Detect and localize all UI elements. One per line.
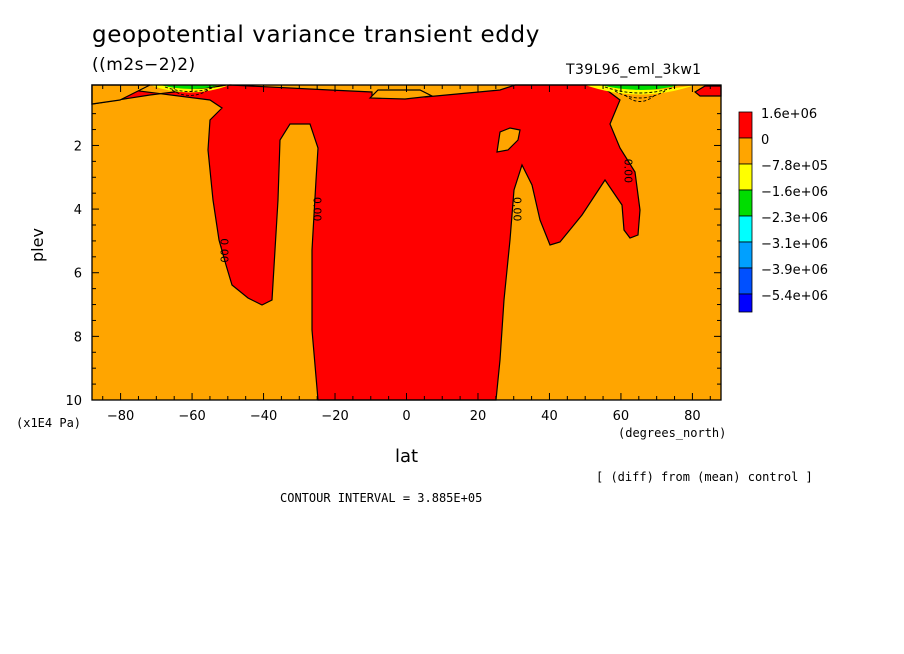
- near-zero-pocket: [368, 89, 435, 100]
- legend-label: −2.3e+06: [761, 211, 828, 226]
- x-tick-label: 40: [541, 409, 558, 424]
- x-tick-label: −20: [321, 409, 348, 424]
- chart-units: ((m2s−2)2): [92, 55, 196, 75]
- legend-label: 0: [761, 133, 769, 148]
- y-axis-units: (x1E4 Pa): [16, 416, 82, 430]
- x-tick-label: −40: [250, 409, 277, 424]
- legend-label: −5.4e+06: [761, 289, 828, 304]
- legend-swatch: [738, 293, 753, 313]
- x-tick-label: 80: [684, 409, 701, 424]
- x-tick-label: −80: [107, 409, 134, 424]
- y-tick-label: 8: [74, 330, 82, 345]
- x-axis-units: (degrees_north): [618, 426, 727, 440]
- legend-swatch: [738, 267, 753, 295]
- x-tick-label: 60: [613, 409, 630, 424]
- plot-area: 0.00 0.00 0.00 0.00: [91, 84, 722, 401]
- contour-labels: 0.00 0.00 0.00 0.00: [218, 159, 635, 263]
- y-tick-label: 6: [74, 267, 82, 282]
- legend-swatch: [738, 137, 753, 165]
- y-axis-label: plev: [28, 228, 47, 262]
- diff-note: [ (diff) from (mean) control ]: [596, 470, 813, 484]
- legend-label: −3.1e+06: [761, 237, 828, 252]
- legend-label: −3.9e+06: [761, 263, 828, 278]
- y-tick-label: 10: [65, 394, 82, 409]
- near-zero-pocket: [496, 127, 521, 153]
- negative-fringe: [150, 85, 230, 93]
- positive-region: [91, 84, 641, 401]
- legend-label: 1.6e+06: [761, 107, 817, 122]
- x-tick-label: −60: [178, 409, 205, 424]
- run-id: T39L96_eml_3kw1: [566, 62, 702, 78]
- x-axis: −80 −60 −40 −20 0 20 40 60 80: [102, 85, 711, 424]
- y-tick-label: 4: [74, 203, 82, 218]
- legend-swatch: [738, 189, 753, 217]
- x-tick-label: 0: [402, 409, 410, 424]
- legend-label: −7.8e+05: [761, 159, 828, 174]
- chart-title: geopotential variance transient eddy: [92, 22, 540, 48]
- negative-contours: [164, 86, 676, 102]
- y-tick-label: 2: [74, 139, 82, 154]
- color-legend: 1.6e+06 0 −7.8e+05 −1.6e+06 −2.3e+06 −3.1e+06…: [738, 107, 828, 313]
- x-axis-label: lat: [395, 446, 419, 467]
- negative-fringe: [585, 85, 695, 95]
- legend-swatch: [738, 111, 753, 139]
- legend-swatch: [738, 163, 753, 191]
- contour-label: 0.00: [218, 238, 231, 262]
- contour-interval: CONTOUR INTERVAL = 3.885E+05: [280, 491, 483, 505]
- x-tick-label: 20: [470, 409, 487, 424]
- contour-label: 0.00: [622, 159, 635, 184]
- legend-swatch: [738, 215, 753, 243]
- y-axis: 2 4 6 8 10: [65, 113, 721, 409]
- legend-swatch: [738, 241, 753, 269]
- legend-label: −1.6e+06: [761, 185, 828, 200]
- contour-label: 0.00: [511, 197, 524, 222]
- contour-label: 0.00: [311, 197, 324, 222]
